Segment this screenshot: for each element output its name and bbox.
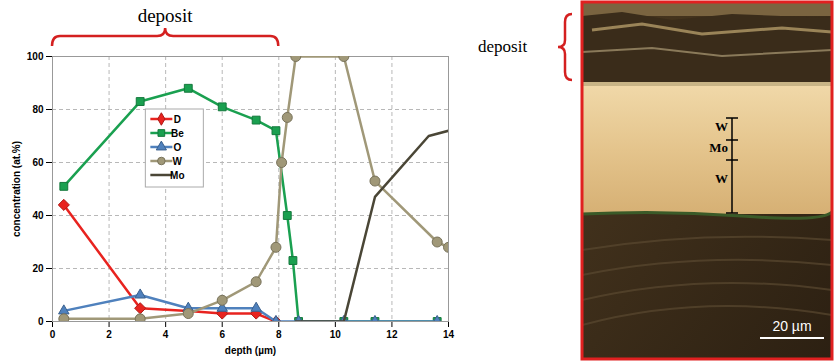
- svg-text:20: 20: [32, 263, 44, 274]
- svg-text:100: 100: [27, 51, 44, 62]
- svg-text:8: 8: [276, 329, 282, 340]
- svg-text:0: 0: [38, 316, 44, 327]
- svg-text:O: O: [173, 142, 181, 153]
- svg-text:40: 40: [32, 210, 44, 221]
- svg-text:Be: Be: [171, 128, 184, 139]
- svg-text:W: W: [715, 119, 728, 134]
- svg-text:depth (µm): depth (µm): [225, 345, 276, 356]
- svg-text:D: D: [174, 114, 181, 125]
- svg-text:80: 80: [32, 104, 44, 115]
- svg-text:W: W: [173, 156, 183, 167]
- svg-text:concentration (at.%): concentration (at.%): [11, 141, 22, 237]
- svg-text:14: 14: [443, 329, 455, 340]
- svg-text:6: 6: [219, 329, 225, 340]
- svg-text:12: 12: [386, 329, 398, 340]
- svg-text:deposit: deposit: [138, 5, 194, 26]
- svg-text:Mo: Mo: [709, 140, 728, 155]
- svg-text:60: 60: [32, 157, 44, 168]
- svg-text:2: 2: [106, 329, 112, 340]
- svg-text:4: 4: [163, 329, 169, 340]
- svg-text:10: 10: [330, 329, 342, 340]
- svg-text:deposit: deposit: [478, 37, 527, 56]
- svg-text:Mo: Mo: [170, 170, 184, 181]
- svg-text:W: W: [715, 171, 728, 186]
- svg-text:20 µm: 20 µm: [772, 318, 811, 334]
- svg-text:0: 0: [50, 329, 56, 340]
